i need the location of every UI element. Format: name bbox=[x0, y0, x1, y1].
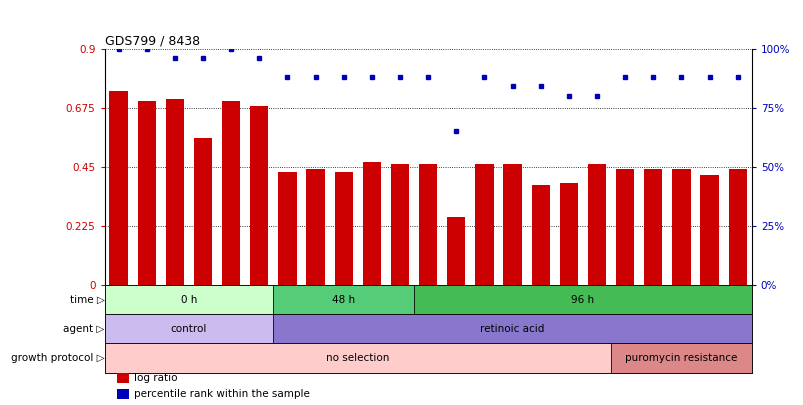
Bar bbox=[446, 217, 465, 285]
Bar bbox=[587, 164, 605, 285]
Bar bbox=[273, 314, 751, 343]
Bar bbox=[671, 169, 690, 285]
Bar bbox=[109, 91, 128, 285]
Bar bbox=[104, 343, 610, 373]
Bar bbox=[165, 98, 184, 285]
Bar bbox=[728, 169, 746, 285]
Bar bbox=[531, 185, 549, 285]
Bar bbox=[643, 169, 662, 285]
Bar bbox=[699, 175, 718, 285]
Bar bbox=[306, 169, 324, 285]
Bar bbox=[278, 172, 296, 285]
Bar bbox=[559, 183, 577, 285]
Bar bbox=[390, 164, 409, 285]
Text: control: control bbox=[170, 324, 207, 334]
Bar bbox=[418, 164, 437, 285]
Text: log ratio: log ratio bbox=[133, 373, 177, 383]
Text: 0 h: 0 h bbox=[181, 295, 197, 305]
Bar bbox=[615, 169, 634, 285]
Bar bbox=[194, 138, 212, 285]
Bar bbox=[610, 343, 751, 373]
Bar bbox=[104, 285, 273, 314]
Text: puromycin resistance: puromycin resistance bbox=[625, 353, 736, 363]
Bar bbox=[104, 314, 273, 343]
Text: growth protocol ▷: growth protocol ▷ bbox=[11, 353, 104, 363]
Bar bbox=[117, 373, 129, 383]
Bar bbox=[475, 164, 493, 285]
Bar bbox=[362, 162, 381, 285]
Bar bbox=[414, 285, 751, 314]
Bar bbox=[222, 101, 240, 285]
Text: GDS799 / 8438: GDS799 / 8438 bbox=[104, 34, 199, 47]
Bar bbox=[503, 164, 521, 285]
Bar bbox=[334, 172, 353, 285]
Text: retinoic acid: retinoic acid bbox=[479, 324, 544, 334]
Bar bbox=[273, 285, 414, 314]
Text: 48 h: 48 h bbox=[332, 295, 355, 305]
Text: percentile rank within the sample: percentile rank within the sample bbox=[133, 388, 309, 399]
Text: no selection: no selection bbox=[326, 353, 389, 363]
Bar bbox=[137, 101, 156, 285]
Text: agent ▷: agent ▷ bbox=[63, 324, 104, 334]
Bar bbox=[250, 107, 268, 285]
Bar bbox=[117, 389, 129, 399]
Text: 96 h: 96 h bbox=[571, 295, 593, 305]
Text: time ▷: time ▷ bbox=[70, 295, 104, 305]
